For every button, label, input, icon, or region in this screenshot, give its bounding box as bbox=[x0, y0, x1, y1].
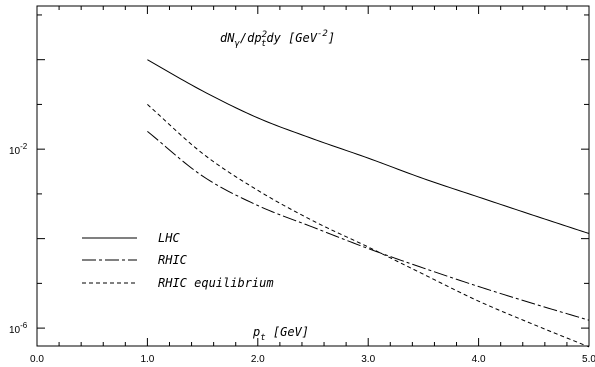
legend: LHC RHIC RHIC equilibrium bbox=[82, 231, 274, 290]
y-axis-label: dNγ/dp2 tdy [GeV-2] bbox=[220, 29, 335, 49]
x-tick-label: 2.0 bbox=[251, 354, 265, 365]
series-line-rhic bbox=[147, 130, 590, 321]
x-axis-ticks: 0.0 1.0 2.0 3.0 4.0 5.0 bbox=[30, 6, 595, 365]
series-layer bbox=[147, 59, 590, 348]
legend-label-lhc: LHC bbox=[158, 231, 180, 245]
x-tick-label: 4.0 bbox=[472, 354, 486, 365]
x-tick-label: 5.0 bbox=[582, 354, 595, 365]
legend-label-rhic: RHIC bbox=[158, 253, 188, 267]
plot-frame bbox=[36, 5, 590, 347]
y-tick-label: 10-2 bbox=[9, 142, 28, 157]
y-axis-ticks: 10-2 10-6 bbox=[9, 14, 589, 336]
series-line-rhic-equilibrium bbox=[147, 104, 590, 348]
x-axis-label: pt [GeV] bbox=[252, 325, 309, 343]
series-line-lhc bbox=[147, 59, 590, 235]
x-tick-label: 3.0 bbox=[361, 354, 375, 365]
x-tick-label: 0.0 bbox=[30, 354, 44, 365]
y-tick-label: 10-6 bbox=[9, 321, 28, 336]
legend-label-rhic-equilibrium: RHIC equilibrium bbox=[158, 276, 274, 290]
x-tick-label: 1.0 bbox=[140, 354, 154, 365]
